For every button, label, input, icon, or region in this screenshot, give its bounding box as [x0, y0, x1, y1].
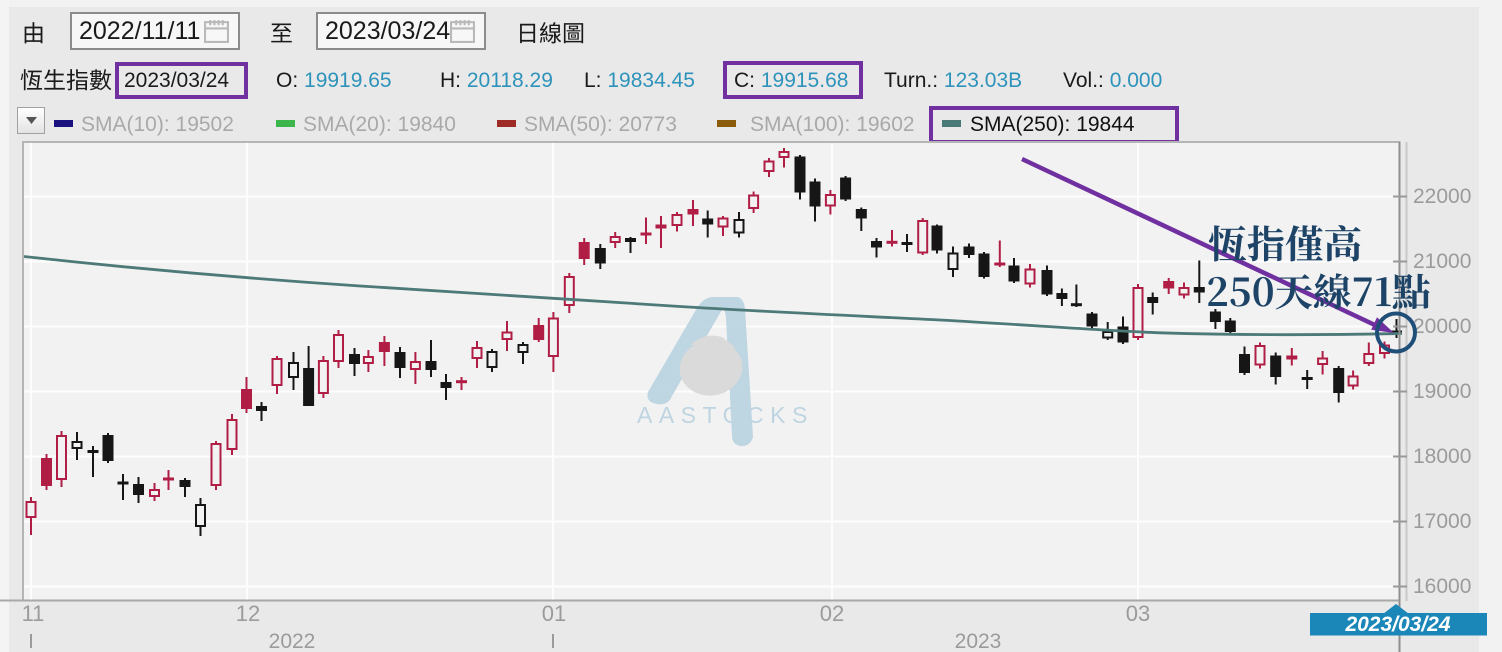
svg-text:02: 02	[820, 601, 844, 626]
svg-text:AASTOCKS: AASTOCKS	[637, 402, 814, 428]
svg-text:11: 11	[22, 601, 45, 626]
svg-text:12: 12	[236, 601, 260, 626]
svg-text:19000: 19000	[1413, 380, 1471, 403]
svg-text:2023: 2023	[955, 630, 1002, 652]
svg-text:2022: 2022	[269, 630, 316, 652]
svg-text:01: 01	[542, 601, 566, 626]
svg-text:18000: 18000	[1413, 445, 1471, 468]
svg-text:03: 03	[1126, 601, 1150, 626]
svg-text:17000: 17000	[1413, 510, 1471, 533]
svg-text:20000: 20000	[1413, 315, 1471, 338]
svg-text:16000: 16000	[1413, 575, 1471, 598]
svg-text:21000: 21000	[1413, 250, 1471, 273]
svg-text:2023/03/24: 2023/03/24	[1344, 613, 1450, 636]
svg-text:22000: 22000	[1413, 185, 1471, 208]
